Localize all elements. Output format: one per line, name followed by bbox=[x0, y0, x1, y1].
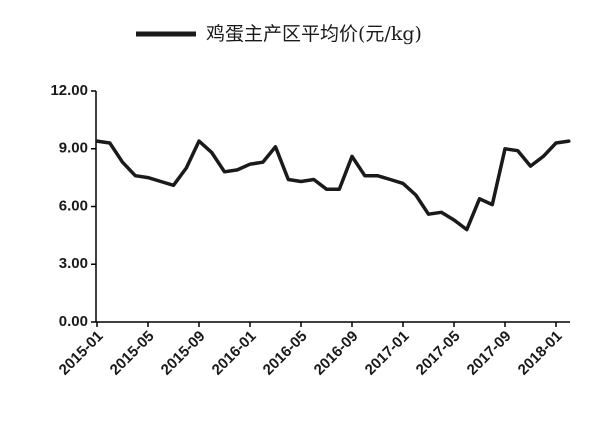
y-tick-label: 9.00 bbox=[59, 140, 88, 157]
x-tick-label: 2017-01 bbox=[362, 328, 413, 379]
x-tick-label: 2016-01 bbox=[209, 328, 260, 379]
y-tick-label: 12.00 bbox=[50, 82, 88, 99]
x-tick-label: 2017-05 bbox=[413, 328, 464, 379]
legend-label: 鸡蛋主产区平均价(元/kg) bbox=[206, 23, 422, 45]
x-tick-label: 2018-01 bbox=[515, 328, 566, 379]
y-tick-label: 6.00 bbox=[59, 197, 88, 214]
y-tick-label: 0.00 bbox=[59, 313, 88, 330]
line-series bbox=[95, 139, 571, 232]
y-tick-label: 3.00 bbox=[59, 255, 88, 272]
x-tick-label: 2017-09 bbox=[464, 328, 515, 379]
x-tick-label: 2015-01 bbox=[56, 328, 107, 379]
x-tick-label: 2015-05 bbox=[107, 328, 158, 379]
x-tick-label: 2015-09 bbox=[158, 328, 209, 379]
x-tick-label: 2016-09 bbox=[311, 328, 362, 379]
x-tick-label: 2016-05 bbox=[260, 328, 311, 379]
